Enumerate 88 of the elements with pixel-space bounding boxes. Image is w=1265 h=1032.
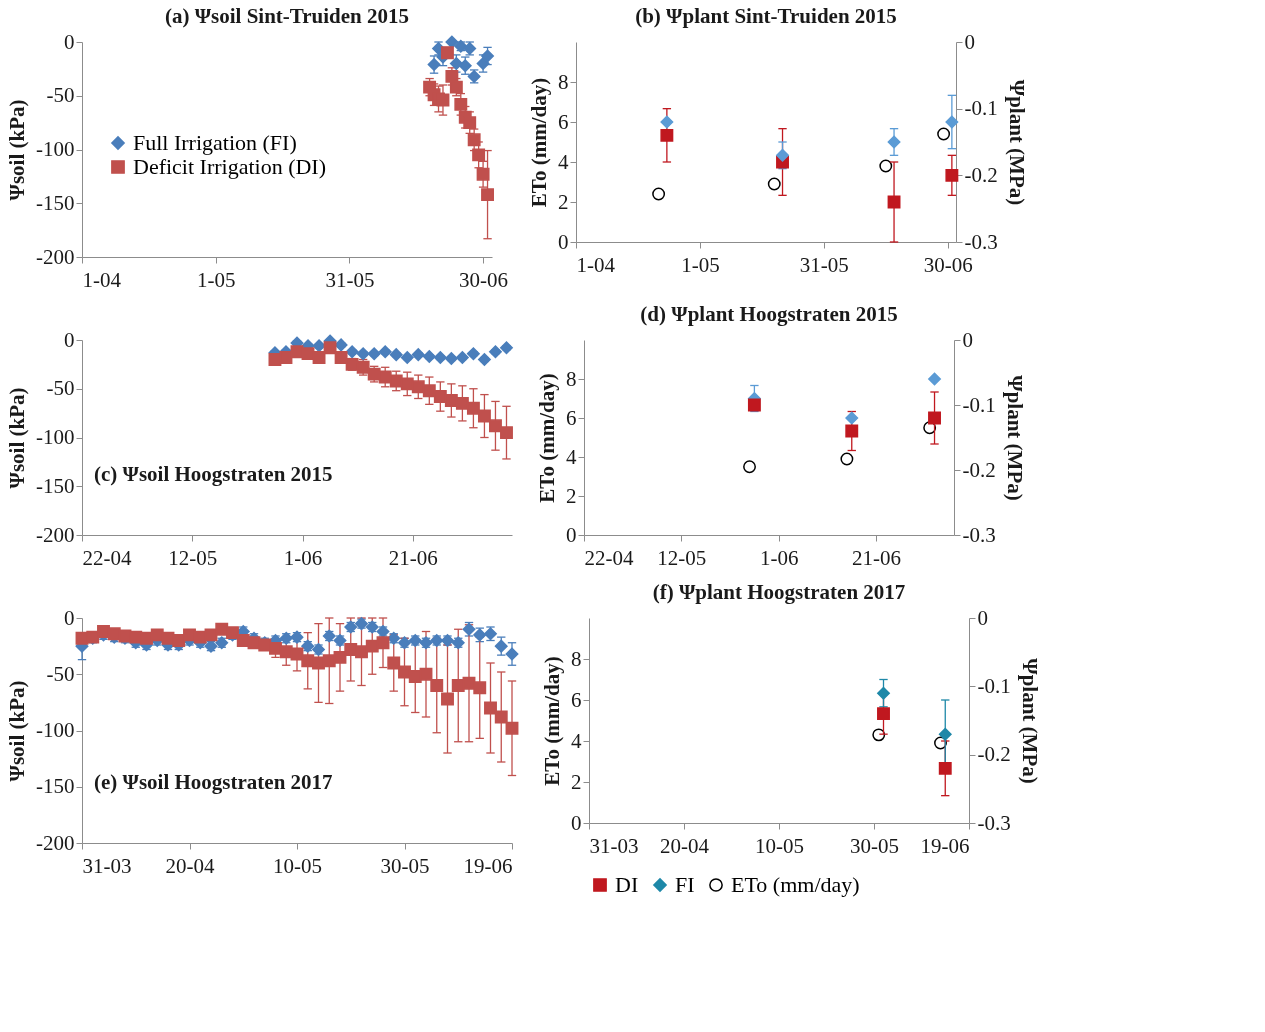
y2-axis-title: Ψplant (MPa): [1017, 658, 1042, 784]
x-tick-label: 1-05: [196, 267, 236, 292]
y2-tick-label: -0.3: [977, 810, 1011, 835]
legend-label: ETo (mm/day): [731, 872, 860, 897]
y-tick-label: 0: [566, 522, 577, 547]
y-tick-label: 0: [64, 327, 75, 352]
text: (c) Ψsoil Hoogstraten 2015: [94, 462, 333, 486]
x-tick-label: 10-05: [273, 853, 322, 878]
y-tick-label: -50: [46, 661, 75, 686]
x-tick-label: 30-06: [923, 252, 973, 277]
legend-label: DI: [615, 872, 639, 897]
y-axis-title: ETo (mm/day): [527, 77, 551, 208]
y2-tick-label: 0: [977, 605, 988, 630]
x-tick-label: 22-04: [584, 545, 634, 570]
x-tick-label: 12-05: [168, 545, 218, 570]
x-tick-label: 21-06: [388, 545, 438, 570]
text: (e) Ψsoil Hoogstraten 2017: [94, 770, 333, 794]
y2-tick-label: -0.1: [964, 96, 998, 121]
chart-title: (d) Ψplant Hoogstraten 2015: [640, 302, 898, 326]
x-tick-label: 30-05: [850, 833, 899, 858]
y2-tick-label: -0.2: [964, 162, 998, 187]
x-tick-label: 30-05: [380, 853, 430, 878]
chart-title: (a) Ψsoil Sint-Truiden 2015: [164, 4, 410, 28]
y2-axis-title: Ψplant (MPa): [1002, 375, 1027, 501]
y-tick-label: 2: [571, 769, 582, 794]
y-tick-label: -200: [36, 244, 75, 269]
x-tick-label: 1-06: [283, 545, 323, 570]
y-tick-label: 6: [558, 109, 569, 134]
y-tick-label: -50: [46, 83, 75, 108]
y2-tick-label: -0.3: [962, 522, 996, 547]
chart-title: (b) Ψplant Sint-Truiden 2015: [635, 4, 897, 28]
x-tick-label: 31-03: [589, 833, 639, 858]
y-tick-label: -100: [36, 718, 75, 742]
x-tick-label: 10-05: [755, 833, 804, 858]
x-tick-label: 1-04: [576, 252, 616, 277]
y-tick-label: -50: [46, 376, 75, 401]
chart-title: (f) Ψplant Hoogstraten 2017: [652, 580, 906, 604]
y-axis-title: ETo (mm/day): [540, 656, 564, 786]
y2-tick-label: -0.1: [962, 392, 996, 417]
y-axis-title: Ψsoil (kPa): [5, 387, 30, 489]
x-tick-label: 1-04: [82, 267, 122, 292]
x-tick-label: 20-04: [660, 833, 710, 858]
y-axis-title: ETo (mm/day): [535, 373, 559, 503]
y-tick-label: 2: [558, 189, 569, 214]
y-tick-label: 0: [64, 29, 75, 54]
x-tick-label: 22-04: [82, 545, 132, 570]
y-tick-label: 6: [571, 687, 582, 712]
x-tick-label: 21-06: [852, 545, 902, 570]
y2-tick-label: 0: [964, 29, 975, 54]
y2-tick-label: -0.2: [977, 742, 1011, 767]
x-tick-label: 1-06: [759, 545, 799, 570]
x-tick-label: 19-06: [463, 853, 513, 878]
y-tick-label: 8: [558, 69, 569, 94]
legend-label: FI: [675, 872, 695, 897]
y-axis-title: Ψsoil (kPa): [5, 99, 30, 201]
y-tick-label: 0: [558, 229, 569, 254]
y-tick-label: -100: [36, 425, 75, 449]
x-tick-label: 20-04: [165, 853, 215, 878]
x-tick-label: 19-06: [920, 833, 970, 858]
y-tick-label: -150: [36, 473, 75, 498]
x-tick-label: 31-05: [799, 252, 849, 277]
y-tick-label: 6: [566, 405, 577, 430]
y-tick-label: 4: [566, 444, 577, 469]
y-tick-label: 8: [566, 366, 577, 391]
x-tick-label: 30-06: [459, 267, 509, 292]
y-tick-label: 0: [571, 810, 582, 835]
y-tick-label: -150: [36, 190, 75, 215]
y-tick-label: 8: [571, 646, 582, 671]
y-tick-label: 0: [64, 605, 75, 630]
y2-tick-label: -0.3: [964, 229, 998, 254]
y-tick-label: 2: [566, 483, 577, 508]
y-tick-label: 4: [558, 149, 569, 174]
x-tick-label: 1-05: [681, 252, 720, 277]
y2-tick-label: -0.2: [962, 457, 996, 482]
x-tick-label: 31-03: [82, 853, 132, 878]
y2-tick-label: -0.1: [977, 673, 1011, 698]
legend-label: Full Irrigation (FI): [133, 130, 297, 155]
y2-tick-label: 0: [962, 327, 973, 352]
y2-axis-title: Ψplant (MPa): [1004, 79, 1029, 206]
y-tick-label: -200: [36, 522, 75, 547]
y-tick-label: -200: [36, 830, 75, 855]
legend-label: Deficit Irrigation (DI): [133, 154, 327, 179]
x-tick-label: 12-05: [657, 545, 707, 570]
y-axis-title: Ψsoil (kPa): [5, 680, 30, 782]
y-tick-label: 4: [571, 728, 582, 753]
y-tick-label: -100: [36, 137, 75, 161]
x-tick-label: 31-05: [325, 267, 375, 292]
y-tick-label: -150: [36, 774, 75, 799]
